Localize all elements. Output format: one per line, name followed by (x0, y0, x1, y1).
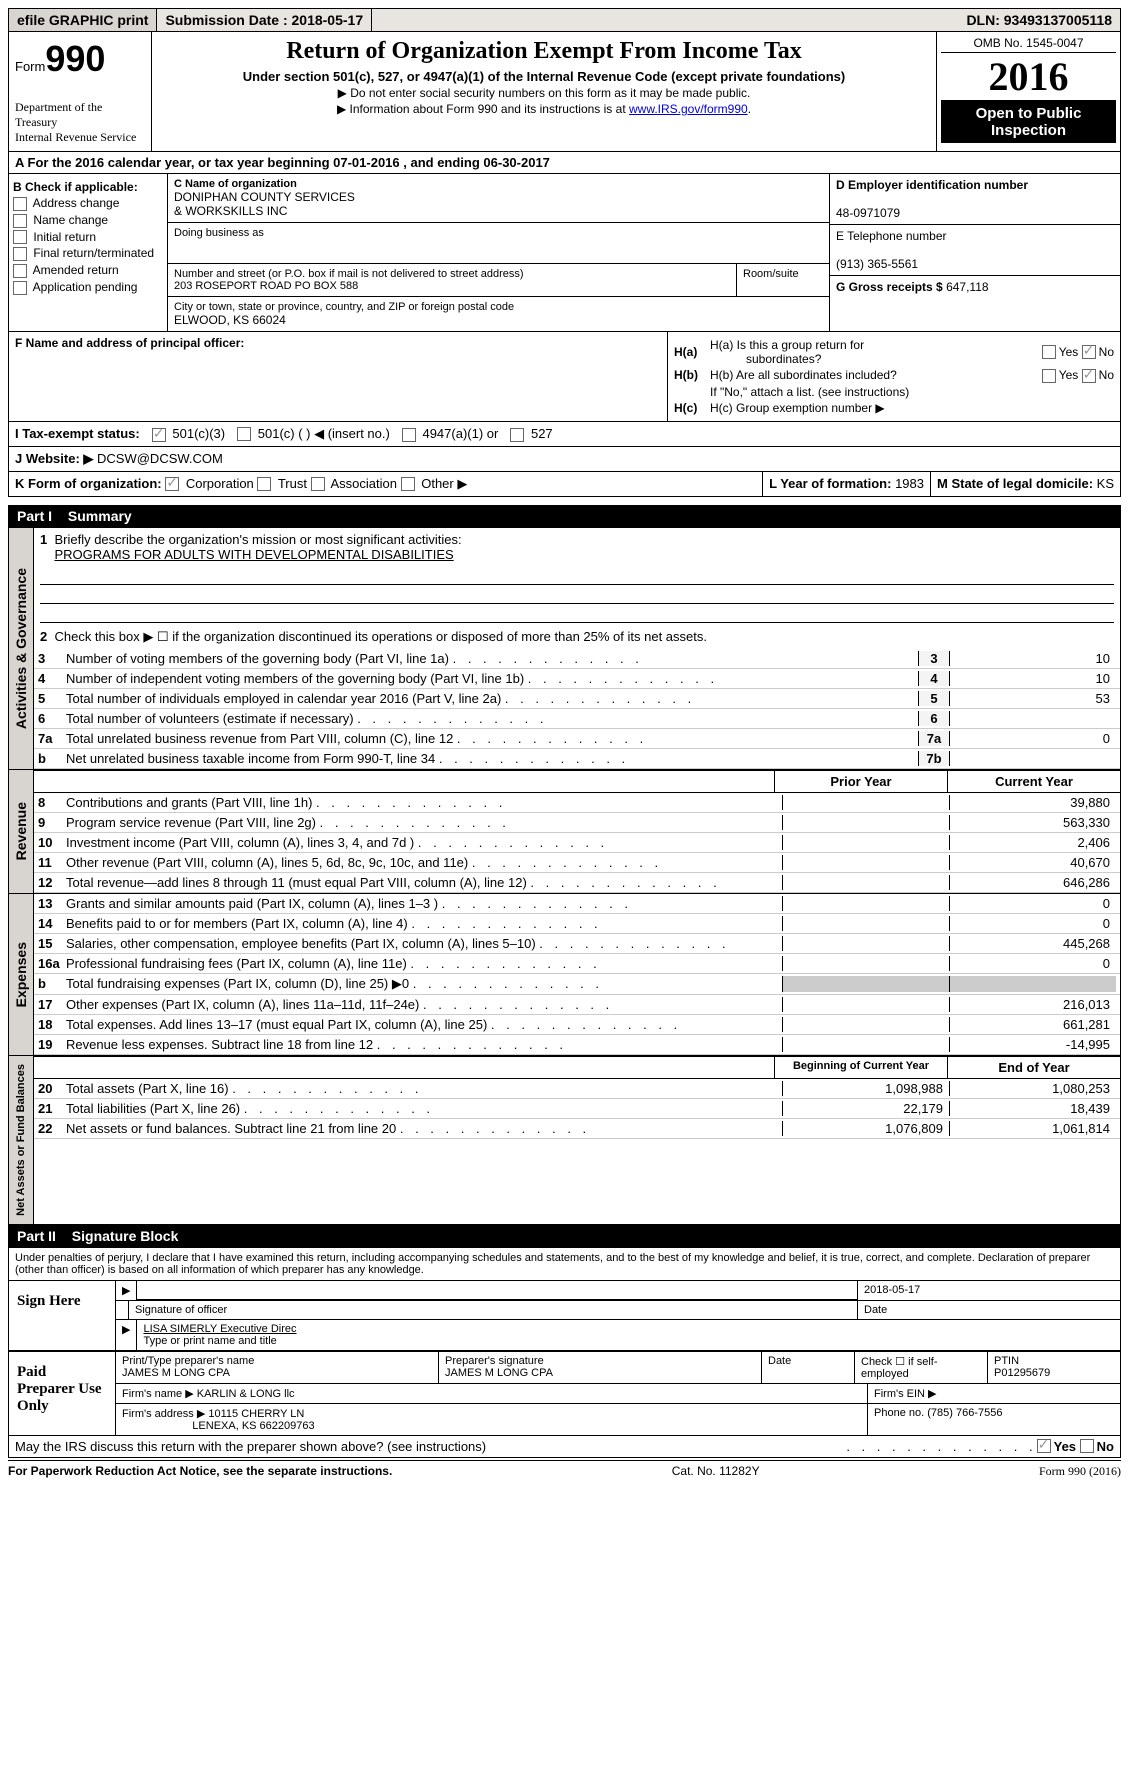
col-b: B Check if applicable: Address change Na… (9, 174, 168, 331)
row-fgh: F Name and address of principal officer:… (8, 332, 1121, 422)
revenue-section: Revenue Prior YearCurrent Year 8Contribu… (8, 770, 1121, 894)
subdate: Submission Date : 2018-05-17 (157, 9, 372, 31)
year-box: OMB No. 1545-0047 2016 Open to Public In… (937, 32, 1120, 151)
row-a: A For the 2016 calendar year, or tax yea… (8, 152, 1121, 174)
efile-label: efile GRAPHIC print (9, 9, 157, 31)
form-number-box: Form990 Department of the TreasuryIntern… (9, 32, 152, 151)
netassets-section: Net Assets or Fund Balances Beginning of… (8, 1056, 1121, 1225)
row-j: J Website: ▶ DCSW@DCSW.COM (8, 447, 1121, 472)
part2-header: Part II Signature Block (8, 1225, 1121, 1248)
footer: For Paperwork Reduction Act Notice, see … (8, 1460, 1121, 1479)
col-right: D Employer identification number48-09710… (829, 174, 1120, 331)
main-grid: B Check if applicable: Address change Na… (8, 174, 1121, 332)
part1-header: Part I Summary (8, 505, 1121, 528)
expenses-section: Expenses 13Grants and similar amounts pa… (8, 894, 1121, 1056)
perjury: Under penalties of perjury, I declare th… (8, 1248, 1121, 1281)
sign-here: Sign Here ▶2018-05-17 Signature of offic… (8, 1281, 1121, 1352)
title-block: Return of Organization Exempt From Incom… (152, 32, 937, 151)
paid-preparer: Paid Preparer Use Only Print/Type prepar… (8, 1352, 1121, 1436)
col-c: C Name of organizationDONIPHAN COUNTY SE… (168, 174, 829, 331)
form-header: Form990 Department of the TreasuryIntern… (8, 32, 1121, 152)
governance-section: Activities & Governance 1 Briefly descri… (8, 528, 1121, 770)
row-i: I Tax-exempt status: 501(c)(3) 501(c) ( … (8, 422, 1121, 447)
topbar: efile GRAPHIC print Submission Date : 20… (8, 8, 1121, 32)
row-k: K Form of organization: Corporation Trus… (8, 472, 1121, 497)
may-discuss: May the IRS discuss this return with the… (8, 1436, 1121, 1458)
dln: DLN: 93493137005118 (372, 9, 1120, 31)
irs-link[interactable]: www.IRS.gov/form990 (629, 102, 748, 116)
dept: Department of the TreasuryInternal Reven… (15, 100, 145, 145)
